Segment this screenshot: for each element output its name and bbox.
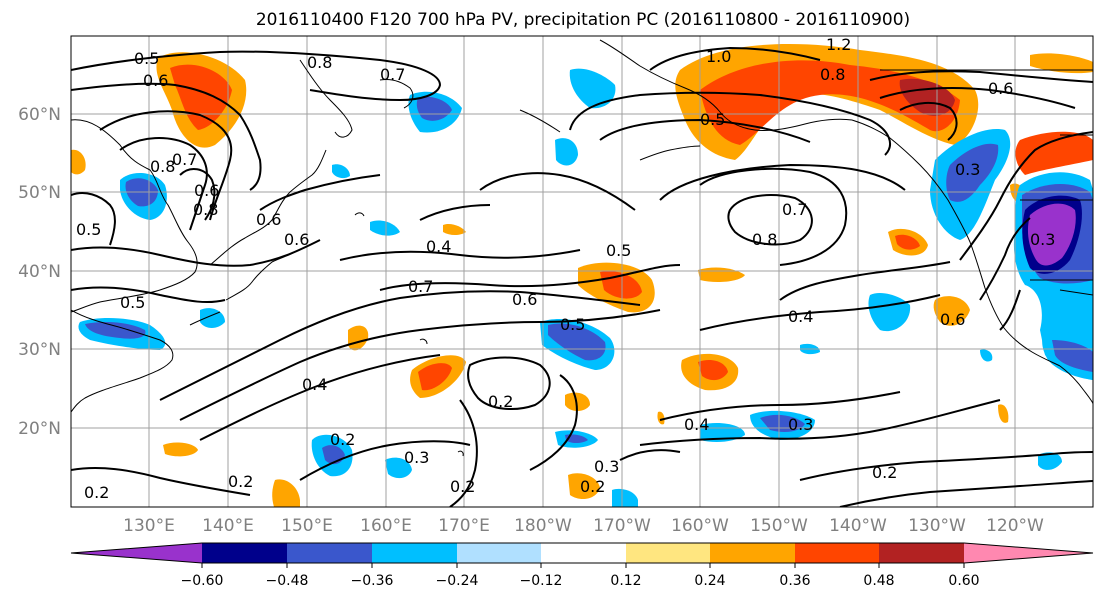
contour-label: 0.7 xyxy=(380,65,405,84)
colorbar-tick-label: 0.60 xyxy=(948,573,979,589)
lat-label: 20°N xyxy=(18,419,61,439)
colorbar-segment xyxy=(202,543,287,563)
contour-labels: 0.5 0.6 0.8 0.7 1.0 1.2 0.8 0.6 0.5 0.3 … xyxy=(76,35,1055,502)
contour-label: 0.7 xyxy=(172,150,197,169)
contour-label: 0.7 xyxy=(782,200,807,219)
contour-label: 0.6 xyxy=(256,210,281,229)
contour-label: 0.8 xyxy=(752,230,777,249)
contour-label: 0.2 xyxy=(872,463,897,482)
contour-label: 0.6 xyxy=(143,71,168,90)
contour-label: 0.5 xyxy=(134,49,159,68)
lon-label: 170°E xyxy=(438,516,490,536)
lon-label: 150°E xyxy=(281,516,333,536)
colorbar-segment xyxy=(71,543,202,563)
lon-label: 130°E xyxy=(123,516,175,536)
colorbar-tick-label: 0.24 xyxy=(694,573,725,589)
lon-label: 170°W xyxy=(593,516,651,536)
latitude-labels: 60°N 50°N 40°N 30°N 20°N xyxy=(18,105,61,439)
contour-label: 0.5 xyxy=(606,241,631,260)
lon-label: 180°W xyxy=(514,516,572,536)
colorbar-segment xyxy=(964,543,1093,563)
lon-label: 160°W xyxy=(671,516,729,536)
contour-label: 0.3 xyxy=(788,415,813,434)
contour-label: 0.5 xyxy=(700,110,725,129)
contour-label: 0.8 xyxy=(150,157,175,176)
map-frame xyxy=(70,35,1094,508)
pv-contours xyxy=(71,46,1093,507)
contour-label: 1.0 xyxy=(706,47,731,66)
contour-label: 0.2 xyxy=(580,477,605,496)
contour-label: 0.4 xyxy=(788,307,813,326)
lat-label: 30°N xyxy=(18,340,61,360)
colorbar-segment xyxy=(372,543,457,563)
contour-label: 0.8 xyxy=(193,200,218,219)
lat-label: 50°N xyxy=(18,183,61,203)
contour-label: 0.6 xyxy=(512,290,537,309)
colorbar-tick-label: −0.12 xyxy=(520,573,563,589)
contour-label: 0.2 xyxy=(488,392,513,411)
colorbar-segment xyxy=(795,543,879,563)
lon-label: 120°W xyxy=(986,516,1044,536)
lon-label: 150°W xyxy=(750,516,808,536)
longitude-labels: 130°E 140°E 150°E 160°E 170°E 180°W 170°… xyxy=(123,516,1044,536)
colorbar-tick-label: −0.36 xyxy=(351,573,394,589)
map-panel: 0.5 0.6 0.8 0.7 1.0 1.2 0.8 0.6 0.5 0.3 … xyxy=(70,35,1094,508)
contour-label: 0.3 xyxy=(594,457,619,476)
contour-label: 0.4 xyxy=(302,375,327,394)
contour-label: 0.2 xyxy=(84,483,109,502)
lon-label: 160°E xyxy=(360,516,412,536)
contour-label: 0.7 xyxy=(408,277,433,296)
lon-label: 140°W xyxy=(829,516,887,536)
contour-label: 0.5 xyxy=(76,220,101,239)
contour-label: 0.3 xyxy=(404,448,429,467)
colorbar-tick-label: 0.12 xyxy=(610,573,641,589)
lon-label: 130°W xyxy=(908,516,966,536)
contour-label: 0.8 xyxy=(307,53,332,72)
lon-label: 140°E xyxy=(202,516,254,536)
colorbar-segment xyxy=(626,543,710,563)
colorbar-segment xyxy=(457,543,541,563)
contour-label: 0.8 xyxy=(820,65,845,84)
contour-label: 0.6 xyxy=(284,230,309,249)
colorbar-segment xyxy=(541,543,626,563)
contour-label: 1.2 xyxy=(826,35,851,54)
colorbar-tick-label: 0.36 xyxy=(779,573,810,589)
contour-label: 0.3 xyxy=(955,160,980,179)
contour-label: 0.6 xyxy=(940,310,965,329)
contour-label: 0.2 xyxy=(330,430,355,449)
contour-label: 0.6 xyxy=(988,79,1013,98)
contour-label: 0.3 xyxy=(1030,230,1055,249)
colorbar-tick-label: −0.24 xyxy=(436,573,479,589)
contour-label: 0.2 xyxy=(228,472,253,491)
plot-title: 2016110400 F120 700 hPa PV, precipitatio… xyxy=(256,10,910,30)
colorbar-segment xyxy=(287,543,372,563)
contour-label: 0.2 xyxy=(450,477,475,496)
colorbar-tick-label: 0.48 xyxy=(863,573,894,589)
contour-label: 0.4 xyxy=(426,237,451,256)
contour-label: 0.6 xyxy=(194,181,219,200)
graticule xyxy=(71,36,1093,507)
colorbar-segment xyxy=(879,543,964,563)
colorbar-tick-label: −0.48 xyxy=(266,573,309,589)
colorbar-tick-label: −0.60 xyxy=(181,573,224,589)
contour-label: 0.5 xyxy=(120,293,145,312)
colorbar: −0.60 −0.48 −0.36 −0.24 −0.12 0.12 0.24 … xyxy=(70,542,1094,589)
contour-label: 0.4 xyxy=(684,415,709,434)
colorbar-segment xyxy=(710,543,795,563)
lat-label: 60°N xyxy=(18,105,61,125)
lat-label: 40°N xyxy=(18,262,61,282)
contour-label: 0.5 xyxy=(560,315,585,334)
